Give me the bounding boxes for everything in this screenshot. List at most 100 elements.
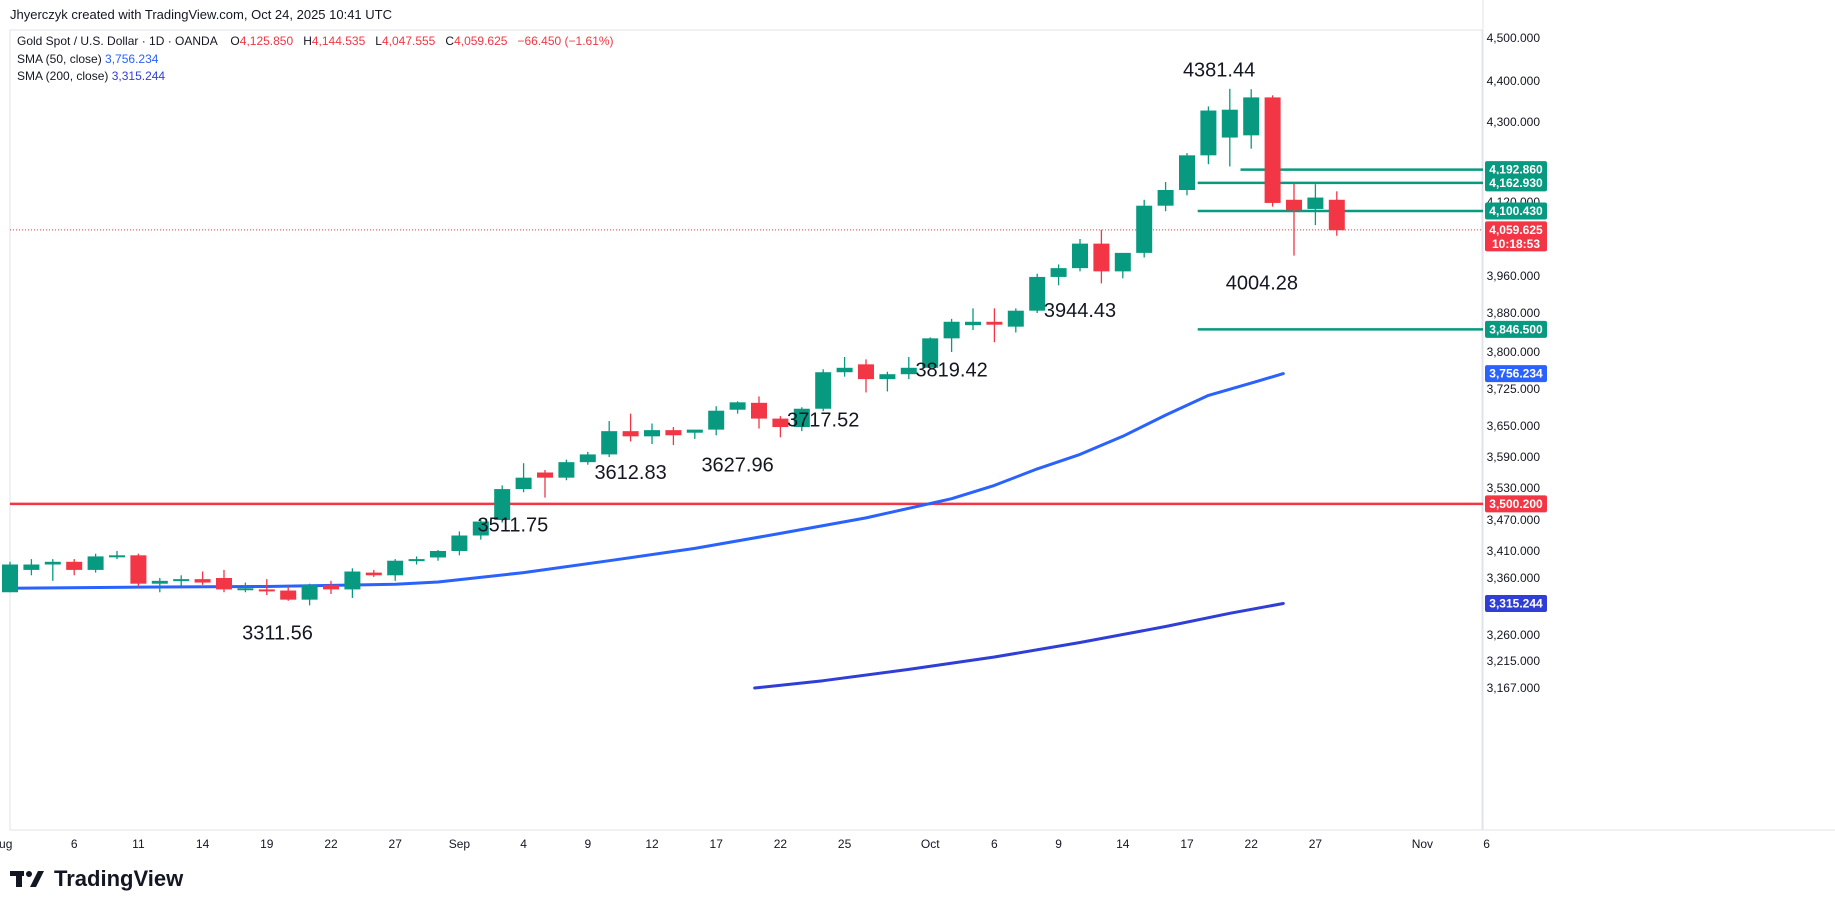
badge-sma-1-bg	[1485, 595, 1547, 613]
candle-body	[1050, 268, 1067, 277]
candle-body	[1029, 276, 1046, 311]
candle-body	[537, 472, 553, 478]
candle	[1157, 182, 1174, 212]
legend-sma50-row[interactable]: SMA (50, close) 3,756.234	[17, 51, 614, 69]
candle	[1264, 95, 1281, 207]
badge-support-0: 4,192.860	[1485, 161, 1547, 179]
legend-low-label: L	[375, 34, 382, 48]
price-axis-tick: 3,260.000	[1487, 628, 1541, 642]
legend-high-value: 4,144.535	[311, 34, 366, 48]
candle	[686, 429, 703, 439]
price-axis-tick: 3,410.000	[1487, 544, 1541, 558]
badge-3500-label: 3,500.200	[1489, 497, 1543, 511]
price-axis-tick: 3,880.000	[1487, 306, 1541, 320]
legend-sma50-value: 3,756.234	[105, 51, 159, 66]
badge-3500-bg	[1485, 495, 1547, 513]
candle	[1200, 106, 1217, 165]
time-axis-tick: 9	[584, 837, 591, 851]
badge-sma-1-label: 3,315.244	[1489, 597, 1543, 611]
candle-body	[1307, 197, 1324, 209]
price-annotation: 3511.75	[477, 515, 548, 537]
candle-body	[686, 429, 703, 433]
candle	[558, 459, 575, 481]
legend-high-label: H	[303, 34, 312, 48]
candle-body	[173, 579, 190, 582]
time-axis-tick: Nov	[1412, 837, 1433, 851]
badge-support-0-bg	[1485, 161, 1547, 179]
candle-body	[430, 551, 446, 558]
time-axis-tick: 22	[324, 837, 338, 851]
candle	[537, 469, 553, 498]
candle-body	[23, 564, 40, 570]
candle	[644, 423, 660, 445]
candle-body	[836, 367, 853, 373]
legend-sma200-value: 3,315.244	[111, 69, 166, 83]
candle-body	[558, 462, 575, 478]
candle	[301, 583, 318, 606]
legend-ohlc-row[interactable]: Gold Spot / U.S. Dollar · 1D · OANDA O4,…	[17, 33, 614, 51]
candle-body	[494, 489, 511, 520]
badge-support-3-label: 3,846.500	[1489, 322, 1543, 336]
price-axis-tick: 3,800.000	[1487, 345, 1541, 359]
time-axis-tick: 17	[710, 837, 724, 851]
legend-sma200-row[interactable]: SMA (200, close) 3,315.244	[17, 68, 614, 86]
legend-change: −66.450 (−1.61%)	[517, 34, 614, 48]
candle	[815, 369, 832, 412]
candle	[836, 356, 853, 377]
candle-body	[601, 431, 618, 455]
candle-body	[879, 374, 896, 380]
price-annotation: 3627.96	[701, 454, 773, 476]
price-annotation: 4381.44	[1183, 60, 1255, 82]
candle-body	[344, 571, 361, 590]
candle-body	[130, 555, 147, 584]
candle-body	[1328, 199, 1345, 231]
candle	[237, 582, 254, 593]
candle-body	[472, 521, 489, 536]
legend-close-label: C	[445, 34, 455, 48]
candle	[751, 396, 767, 429]
candle	[772, 416, 789, 438]
price-axis-tick: 3,360.000	[1487, 571, 1541, 585]
price-annotation: 3717.52	[787, 410, 859, 432]
sma200-line	[753, 602, 1285, 690]
candle-body	[665, 430, 682, 436]
candle-body	[194, 579, 211, 583]
candle	[151, 578, 168, 593]
candle	[2, 561, 18, 593]
price-axis-tick: 3,167.000	[1487, 681, 1541, 695]
badge-support-0-label: 4,192.860	[1489, 163, 1543, 177]
candle	[87, 553, 104, 573]
badge-support-3-bg	[1485, 320, 1547, 338]
price-axis-tick: 3,725.000	[1487, 382, 1541, 396]
tradingview-brand[interactable]: TradingView	[10, 866, 183, 892]
candle-body	[365, 572, 382, 576]
candle	[258, 579, 275, 596]
time-axis-tick: 6	[1483, 837, 1490, 851]
badge-last-price-label: 4,059.625	[1489, 223, 1543, 237]
candle	[858, 359, 874, 393]
candle	[1179, 153, 1195, 196]
candle-body	[772, 418, 789, 428]
candle	[494, 485, 511, 523]
candle-body	[258, 589, 275, 592]
candle	[194, 571, 211, 585]
time-axis-tick: 17	[1180, 837, 1194, 851]
candle-body	[1007, 310, 1024, 327]
time-axis-tick: 9	[1055, 837, 1062, 851]
candle	[708, 406, 725, 436]
candle-body	[1072, 243, 1088, 269]
time-axis-tick: 22	[774, 837, 788, 851]
candle-body	[900, 367, 917, 375]
candle	[986, 308, 1003, 343]
candle-body	[1136, 205, 1153, 253]
candle-body	[793, 408, 810, 428]
price-axis-tick: 3,650.000	[1487, 419, 1541, 433]
badge-support-1-label: 4,162.930	[1489, 176, 1543, 190]
time-axis-tick: 6	[71, 837, 78, 851]
candle	[965, 308, 981, 331]
candle	[430, 549, 446, 561]
candle-body	[451, 535, 468, 551]
time-axis-tick: Oct	[921, 837, 940, 851]
candle	[601, 421, 618, 457]
